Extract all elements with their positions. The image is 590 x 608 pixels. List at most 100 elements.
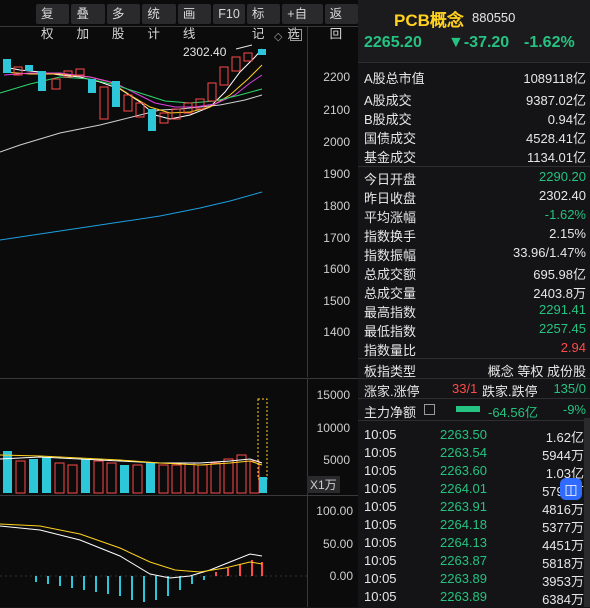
quote-row: 指数量比 2.94 <box>358 338 590 358</box>
divider <box>358 166 590 167</box>
quote-label: 指数振幅 <box>364 248 417 263</box>
index-type-row: 板指类型 概念 等权 成份股 <box>358 359 590 379</box>
oscillator-chart[interactable] <box>0 496 307 607</box>
tick-volume: 1.62亿 <box>545 430 584 445</box>
quote-row: 最高指数 2291.41 <box>358 300 590 320</box>
toolbar-button-stats[interactable]: 统计 <box>142 4 176 41</box>
osc-tick: 0.00 <box>329 569 353 583</box>
toolbar-button-mark[interactable]: 标记 <box>246 4 281 41</box>
advance-value: 33/1 <box>452 381 478 396</box>
index-code: 880550 <box>472 10 516 25</box>
tick-volume: 5944万 <box>542 448 584 463</box>
osc-axis-line <box>307 496 308 607</box>
tick-price: 2264.18 <box>440 517 487 532</box>
price-tick: 1800 <box>323 199 350 213</box>
volume-bars <box>3 398 268 494</box>
volume-unit-label[interactable]: X1万 <box>307 476 340 493</box>
stat-row: 基金成交 1134.01亿 <box>358 145 590 165</box>
tick-time: 10:05 <box>364 517 397 532</box>
toolbar-button-f10[interactable]: F10 <box>213 4 245 24</box>
quote-row: 平均涨幅 -1.62% <box>358 205 590 225</box>
toolbar-button-multi-stock[interactable]: 多股 <box>106 4 141 41</box>
tick-row: 10:05 2263.54 5944万 <box>358 443 584 463</box>
tick-time: 10:05 <box>364 481 397 496</box>
tick-volume: 1.03亿 <box>545 466 584 481</box>
quote-value: 2403.8万 <box>533 286 586 301</box>
tick-price: 2263.87 <box>440 553 487 568</box>
tick-time: 10:05 <box>364 589 397 604</box>
dea-line <box>0 523 263 573</box>
quote-panel: PCB概念 880550 2265.20 ▼-37.20 -1.62% A股总市… <box>358 0 590 607</box>
price-tick: 2000 <box>323 135 350 149</box>
quote-row: 指数振幅 33.96/1.47% <box>358 243 590 263</box>
tick-price: 2263.89 <box>440 571 487 586</box>
dif-line <box>0 525 263 579</box>
panel-header: PCB概念 880550 2265.20 ▼-37.20 -1.62% <box>358 0 590 62</box>
index-name: PCB概念 <box>394 11 464 30</box>
main-flow-pct: -9% <box>562 402 586 417</box>
high-price-annotation: 2302.40 <box>183 45 227 59</box>
price-axis-line <box>307 27 308 377</box>
quote-value: 2291.41 <box>539 302 586 317</box>
index-type-value[interactable]: 概念 等权 成份股 <box>487 364 586 379</box>
tick-time: 10:05 <box>364 499 397 514</box>
price-chart[interactable] <box>0 27 307 377</box>
floating-share-icon[interactable]: ◫ <box>560 478 582 500</box>
toolbar-button-add-watchlist[interactable]: +自选 <box>282 4 323 41</box>
quote-label: 最高指数 <box>364 305 417 320</box>
chart-area[interactable]: 复权 叠加 多股 统计 画线 F10 标记 +自选 返回 <box>0 0 359 607</box>
ma-long-line <box>0 94 263 153</box>
tick-row: 10:05 2263.89 3953万 <box>358 569 584 589</box>
main-flow-value: -64.56亿 <box>488 405 538 420</box>
toolbar-button-overlay[interactable]: 叠加 <box>71 4 105 41</box>
window-toggle-icon[interactable] <box>290 29 302 41</box>
tick-price: 2264.01 <box>440 481 487 496</box>
toolbar-divider <box>0 26 358 27</box>
quote-value: 2257.45 <box>539 321 586 336</box>
toolbar-button-fuquan[interactable]: 复权 <box>36 4 70 41</box>
tick-row: 10:05 2263.60 1.03亿 <box>358 461 584 481</box>
stat-label: B股成交 <box>364 112 412 127</box>
tick-price: 2264.13 <box>440 535 487 550</box>
stat-value: 4528.41亿 <box>526 131 586 146</box>
volume-chart[interactable] <box>0 379 307 495</box>
quote-row: 最低指数 2257.45 <box>358 319 590 339</box>
toolbar-button-back[interactable]: 返回 <box>324 4 359 41</box>
tick-volume: 5818万 <box>542 556 584 571</box>
tick-price: 2263.50 <box>440 427 487 442</box>
volume-ma-white <box>0 456 263 464</box>
quote-value: 695.98亿 <box>533 267 586 282</box>
osc-tick: 50.00 <box>322 537 353 551</box>
stat-row: A股总市值 1089118亿 <box>358 66 590 86</box>
quote-label: 指数换手 <box>364 229 417 244</box>
quote-label: 指数量比 <box>364 343 417 358</box>
tick-list-scrollbar[interactable] <box>584 418 590 607</box>
quote-value: -1.62% <box>544 207 586 222</box>
quote-label: 昨日收盘 <box>364 191 417 206</box>
flow-detail-icon[interactable] <box>424 404 435 415</box>
price-tick: 1400 <box>323 325 350 339</box>
volume-tick: 5000 <box>323 453 350 467</box>
toolbar-button-draw-line[interactable]: 画线 <box>177 4 212 41</box>
volume-ma-yellow <box>0 454 263 466</box>
tick-row: 10:05 2263.91 4816万 <box>358 497 584 517</box>
stat-label: 国债成交 <box>364 131 417 146</box>
tick-price: 2263.54 <box>440 445 487 460</box>
divider <box>358 378 590 379</box>
decline-value: 135/0 <box>553 381 586 396</box>
diamond-icon[interactable]: ◇ <box>274 31 283 43</box>
chart-toolbar: 复权 叠加 多股 统计 画线 F10 标记 +自选 返回 <box>36 4 359 41</box>
ma-10-line <box>3 64 263 114</box>
price-tick: 1700 <box>323 231 350 245</box>
osc-tick: 100.00 <box>316 504 353 518</box>
quote-row: 总成交额 695.98亿 <box>358 262 590 282</box>
stat-row: B股成交 0.94亿 <box>358 107 590 127</box>
tick-time: 10:05 <box>364 463 397 478</box>
quote-label: 今日开盘 <box>364 172 417 187</box>
stat-label: A股总市值 <box>364 71 425 86</box>
main-flow-row: 主力净额 -64.56亿 -9% <box>358 400 590 420</box>
tick-time: 10:05 <box>364 445 397 460</box>
main-flow-label: 主力净额 <box>364 405 417 420</box>
volume-tick: 10000 <box>316 421 350 435</box>
volume-osc-divider <box>0 495 358 496</box>
